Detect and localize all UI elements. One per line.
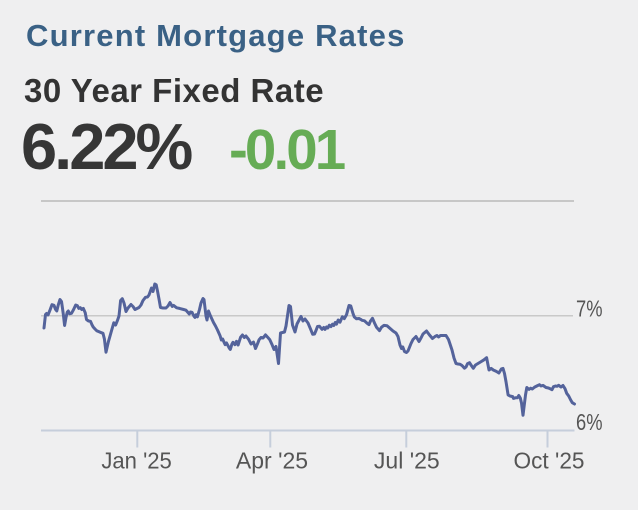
svg-text:Jul '25: Jul '25 [374,448,440,474]
svg-text:Apr '25: Apr '25 [236,448,308,474]
svg-text:Jan '25: Jan '25 [101,448,172,474]
svg-text:Oct '25: Oct '25 [514,448,585,474]
svg-text:6%: 6% [576,409,603,435]
svg-text:7%: 7% [576,296,603,322]
